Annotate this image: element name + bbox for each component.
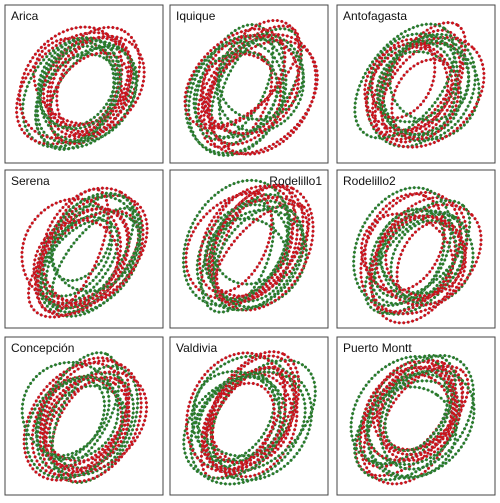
loop-nodes <box>18 25 124 140</box>
loop-nodes <box>50 194 141 293</box>
loop-nodes <box>366 369 476 480</box>
loop-nodes <box>36 37 123 131</box>
loop-nodes <box>374 214 467 307</box>
loop-nodes <box>370 37 437 120</box>
loop-nodes <box>35 52 120 145</box>
loop-layout <box>182 350 317 486</box>
panel-label: Antofagasta <box>343 9 407 23</box>
loop-nodes <box>352 186 453 307</box>
panel-label: Puerto Montt <box>343 341 412 355</box>
loop-nodes <box>55 34 133 134</box>
loop-nodes <box>37 41 118 129</box>
panel-label: Rodelillo2 <box>343 174 396 188</box>
loop-nodes <box>382 364 470 453</box>
loop-layout <box>183 18 319 157</box>
panel: Arica <box>4 4 164 164</box>
loop-layout <box>349 354 476 486</box>
loop-nodes <box>390 58 461 141</box>
loop-nodes <box>20 360 120 461</box>
loop-nodes <box>38 207 129 302</box>
loop-nodes <box>349 355 454 467</box>
panel-label: Serena <box>11 174 50 188</box>
loop-nodes <box>353 22 457 140</box>
loop-nodes <box>198 190 274 294</box>
loop-nodes <box>378 35 471 136</box>
loop-nodes <box>184 40 286 155</box>
panel-frame <box>4 4 164 164</box>
loop-nodes <box>40 186 145 306</box>
loop-nodes <box>201 33 301 136</box>
loop-nodes <box>371 36 486 149</box>
loop-nodes <box>357 354 457 466</box>
loop-nodes <box>212 205 305 312</box>
loop-nodes <box>43 370 149 474</box>
loop-nodes <box>24 375 125 480</box>
loop-nodes <box>185 351 288 474</box>
loop-nodes <box>363 42 454 132</box>
loop-nodes <box>38 359 143 483</box>
loop-nodes <box>35 193 149 310</box>
panel-label: Valdivia <box>176 341 217 355</box>
panel-label: Iquique <box>176 9 216 23</box>
panel: Serena <box>4 169 164 329</box>
loop-nodes <box>359 190 462 314</box>
loop-nodes <box>39 218 120 306</box>
loop-layout <box>15 25 146 151</box>
loop-nodes <box>209 358 317 473</box>
loop-nodes <box>378 354 475 471</box>
loop-nodes <box>368 207 446 306</box>
loop-nodes <box>380 28 465 144</box>
loop-nodes <box>48 34 146 137</box>
loop-nodes <box>182 375 287 480</box>
loop-layout <box>352 186 483 325</box>
loop-nodes <box>189 370 307 486</box>
loop-layout <box>181 178 315 314</box>
loop-layout <box>20 351 149 485</box>
loop-nodes <box>194 23 275 141</box>
loop-nodes <box>388 39 471 123</box>
loop-nodes <box>200 381 276 471</box>
loop-layout <box>353 21 486 149</box>
loop-nodes <box>41 376 131 471</box>
loop-nodes <box>45 25 142 138</box>
loop-layout <box>20 186 149 319</box>
loop-nodes <box>36 187 110 314</box>
loop-nodes <box>192 369 282 458</box>
loop-nodes <box>211 203 290 286</box>
panel: Rodelillo2 <box>336 169 496 329</box>
panel: Concepción <box>4 336 164 496</box>
loop-nodes <box>371 360 459 457</box>
loop-nodes <box>35 377 107 462</box>
loop-nodes <box>181 178 290 307</box>
loop-nodes <box>362 366 455 462</box>
panel-label: Rodelillo1 <box>269 174 322 188</box>
panel-label: Arica <box>11 9 39 23</box>
panel: Iquique <box>169 4 329 164</box>
panel: Puerto Montt <box>336 336 496 496</box>
panel: Valdivia <box>169 336 329 496</box>
loop-nodes <box>364 385 458 479</box>
panel: Rodelillo1 <box>169 169 329 329</box>
loop-nodes <box>210 183 315 312</box>
panel: Antofagasta <box>336 4 496 164</box>
loop-nodes <box>359 212 455 301</box>
panel-label: Concepción <box>11 341 74 355</box>
loop-nodes <box>384 214 467 298</box>
loop-nodes <box>209 354 297 465</box>
loop-nodes <box>358 373 453 486</box>
